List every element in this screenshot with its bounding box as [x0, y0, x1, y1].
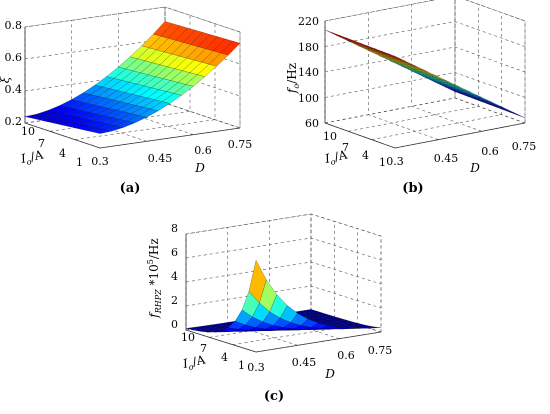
y-tick-label: 10 — [323, 130, 337, 143]
z-tick-label: 0 — [171, 318, 178, 331]
y-axis-label: Io/A — [181, 353, 207, 374]
back-wall-grid — [324, 0, 456, 124]
z-tick-label: 2 — [171, 294, 178, 307]
x-tick-label: 0.3 — [247, 361, 265, 374]
z-tick-label: 8 — [171, 222, 178, 235]
y-tick-label: 1 — [238, 359, 245, 372]
z-gridline — [185, 213, 382, 237]
z-gridline — [24, 70, 241, 97]
axis-frame — [24, 27, 241, 149]
panel-caption: (a) — [120, 181, 141, 196]
panel-c: 0 2 4 6 8 10 7 4 1 0.3 0.45 0.6 0.75 fRH… — [146, 213, 392, 404]
y-tick-label: 4 — [59, 147, 66, 160]
z-tick-label: 60 — [305, 117, 319, 130]
z-gridline — [24, 6, 241, 33]
panel-a: 0.2 0.4 0.6 0.8 10 7 4 1 0.3 0.45 0.6 0.… — [0, 6, 252, 196]
z-gridline — [324, 0, 526, 22]
x-tick-label: 0.45 — [434, 152, 459, 165]
x-axis-label: D — [469, 161, 480, 175]
axis-frame — [324, 21, 526, 149]
axis-frame — [185, 234, 382, 353]
y-gridline — [371, 12, 502, 140]
z-axis-label: ξ — [0, 75, 12, 83]
z-tick-label: 4 — [171, 270, 178, 283]
panel-b-surface — [324, 29, 526, 119]
y-axis-label: Io/A — [323, 148, 349, 169]
z-gridline — [324, 97, 526, 124]
surface-patch — [507, 109, 526, 119]
z-tick-label: 180 — [298, 41, 319, 54]
x-gridline — [324, 21, 396, 149]
x-tick-label: 0.6 — [337, 349, 355, 362]
z-tick-label: 0.6 — [5, 51, 23, 64]
x-tick-label: 0.6 — [481, 145, 499, 158]
panel-b-y-ticks: 10 7 4 1 — [323, 130, 386, 169]
z-tick-label: 140 — [298, 66, 319, 79]
panel-b-x-ticks: 0.3 0.45 0.6 0.75 — [386, 140, 536, 168]
x-tick-label: 0.3 — [386, 155, 404, 168]
x-tick-label: 0.6 — [194, 144, 212, 157]
z-gridline — [185, 237, 382, 261]
y-gridline — [324, 0, 456, 124]
x-tick-label: 0.75 — [368, 344, 393, 357]
panel-a-surface — [24, 21, 241, 134]
x-tick-label: 0.3 — [91, 155, 109, 168]
x-tick-label: 0.45 — [292, 356, 317, 369]
y-gridline — [394, 21, 526, 149]
panel-a-y-ticks: 10 7 4 1 — [21, 125, 83, 169]
y-tick-label: 1 — [76, 156, 83, 169]
x-tick-label: 0.45 — [148, 152, 173, 165]
z-tick-label: 0.2 — [5, 115, 23, 128]
y-axis-label: Io/A — [19, 148, 45, 169]
y-tick-label: 4 — [221, 351, 228, 364]
panel-c-surface — [185, 259, 382, 333]
y-gridline — [99, 32, 241, 149]
y-tick-label: 7 — [38, 137, 45, 150]
panel-b-grid — [324, 0, 526, 149]
z-tick-label: 220 — [298, 15, 319, 28]
z-axis-label: fRHPZ *105/Hz — [146, 238, 163, 318]
panel-caption: (b) — [402, 181, 423, 196]
panel-a-z-ticks: 0.2 0.4 0.6 0.8 — [5, 19, 23, 128]
surface-patch — [363, 326, 382, 329]
x-axis-label: D — [324, 367, 335, 381]
y-tick-label: 10 — [21, 125, 35, 138]
z-tick-label: 100 — [298, 92, 319, 105]
z-axis-label: fo/Hz — [285, 63, 301, 94]
y-tick-label: 4 — [362, 149, 369, 162]
z-tick-label: 0.4 — [5, 83, 23, 96]
x-tick-label: 0.75 — [228, 138, 253, 151]
x-tick-label: 0.75 — [512, 140, 537, 153]
z-tick-label: 0.8 — [5, 19, 23, 32]
panel-b: 60 100 140 180 220 10 7 4 1 0.3 0.45 0.6… — [285, 0, 536, 196]
panel-b-z-ticks: 60 100 140 180 220 — [298, 15, 319, 130]
surface-patch — [220, 40, 241, 56]
x-axis-label: D — [194, 161, 205, 175]
y-tick-label: 1 — [379, 156, 386, 169]
y-gridline — [348, 4, 479, 132]
z-gridline — [324, 46, 526, 73]
panel-caption: (c) — [264, 389, 284, 404]
z-tick-label: 6 — [171, 246, 178, 259]
panel-c-z-ticks: 0 2 4 6 8 — [171, 222, 178, 331]
panel-a-x-ticks: 0.3 0.45 0.6 0.75 — [91, 138, 252, 168]
y-tick-label: 10 — [181, 331, 195, 344]
y-tick-label: 7 — [342, 141, 349, 154]
panel-c-x-ticks: 0.3 0.45 0.6 0.75 — [247, 344, 392, 374]
panel-c-y-ticks: 10 7 4 1 — [181, 331, 245, 372]
x-gridline — [411, 4, 482, 132]
y-tick-label: 7 — [200, 342, 207, 355]
x-gridline — [185, 234, 257, 353]
z-gridline — [185, 261, 382, 285]
